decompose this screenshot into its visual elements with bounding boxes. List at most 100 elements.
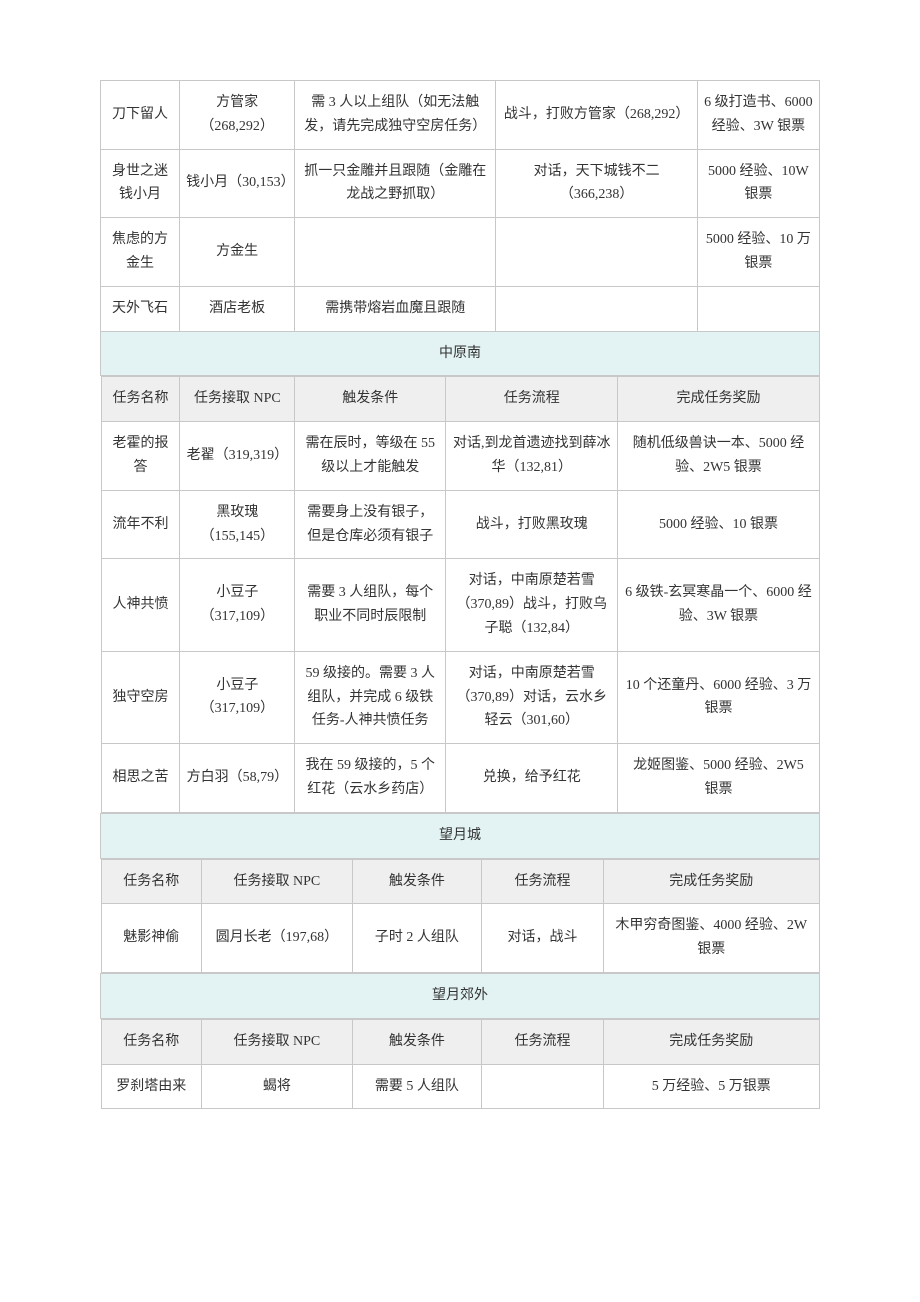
col-header-reward: 完成任务奖励 <box>618 377 819 422</box>
quest-reward-cell: 龙姬图鉴、5000 经验、2W5 银票 <box>618 744 819 813</box>
section-table: 任务名称任务接取 NPC触发条件任务流程完成任务奖励罗刹塔由来蝎将需要 5 人组… <box>101 1019 820 1110</box>
quest-name-cell: 独守空房 <box>101 651 180 743</box>
column-header-row: 任务名称任务接取 NPC触发条件任务流程完成任务奖励 <box>101 1019 819 1064</box>
quest-name-cell: 焦虑的方金生 <box>101 218 180 287</box>
quest-npc-cell: 小豆子（317,109） <box>180 559 295 651</box>
quest-trigger-cell: 需在辰时，等级在 55 级以上才能触发 <box>295 422 446 491</box>
quest-row: 刀下留人方管家（268,292）需 3 人以上组队（如无法触发，请先完成独守空房… <box>101 81 820 150</box>
column-header-row: 任务名称任务接取 NPC触发条件任务流程完成任务奖励 <box>101 859 819 904</box>
section-table: 任务名称任务接取 NPC触发条件任务流程完成任务奖励魅影神偷圆月长老（197,6… <box>101 859 820 973</box>
quest-npc-cell: 钱小月（30,153） <box>180 149 295 218</box>
quest-name-cell: 天外飞石 <box>101 286 180 331</box>
quest-reward-cell <box>697 286 819 331</box>
quest-reward-cell: 6 级铁-玄冥寒晶一个、6000 经验、3W 银票 <box>618 559 819 651</box>
quest-trigger-cell: 需要 5 人组队 <box>352 1064 481 1109</box>
quest-trigger-cell: 需要身上没有银子，但是仓库必须有银子 <box>295 490 446 559</box>
quest-npc-cell: 方白羽（58,79） <box>180 744 295 813</box>
quest-flow-cell <box>496 218 697 287</box>
quest-npc-cell: 圆月长老（197,68） <box>202 904 353 973</box>
quest-flow-cell: 对话，天下城钱不二（366,238） <box>496 149 697 218</box>
quest-name-cell: 身世之迷钱小月 <box>101 149 180 218</box>
quest-name-cell: 人神共愤 <box>101 559 180 651</box>
section-wrapper-cell: 任务名称任务接取 NPC触发条件任务流程完成任务奖励老霍的报答老翟（319,31… <box>101 376 820 813</box>
quest-flow-cell <box>482 1064 604 1109</box>
quest-flow-cell: 对话，中南原楚若雪（370,89）战斗，打败乌子聪（132,84） <box>446 559 618 651</box>
quest-npc-cell: 老翟（319,319） <box>180 422 295 491</box>
quest-flow-cell: 战斗，打败黑玫瑰 <box>446 490 618 559</box>
quest-reward-cell: 10 个还童丹、6000 经验、3 万银票 <box>618 651 819 743</box>
quest-reward-cell: 5000 经验、10W 银票 <box>697 149 819 218</box>
region-header-row: 望月郊外 <box>101 973 820 1018</box>
region-header-cell: 望月城 <box>101 813 820 858</box>
col-header-flow: 任务流程 <box>482 859 604 904</box>
region-header-cell: 中原南 <box>101 331 820 376</box>
quest-row: 流年不利黑玫瑰（155,145）需要身上没有银子，但是仓库必须有银子战斗，打败黑… <box>101 490 819 559</box>
quest-npc-cell: 小豆子（317,109） <box>180 651 295 743</box>
col-header-flow: 任务流程 <box>446 377 618 422</box>
col-header-reward: 完成任务奖励 <box>604 859 819 904</box>
quest-flow-cell: 对话,到龙首遗迹找到薛冰华（132,81） <box>446 422 618 491</box>
section-wrapper-cell: 任务名称任务接取 NPC触发条件任务流程完成任务奖励魅影神偷圆月长老（197,6… <box>101 858 820 973</box>
quest-reward-cell: 5 万经验、5 万银票 <box>604 1064 819 1109</box>
quest-name-cell: 魅影神偷 <box>101 904 202 973</box>
quest-name-cell: 刀下留人 <box>101 81 180 150</box>
section-table: 任务名称任务接取 NPC触发条件任务流程完成任务奖励老霍的报答老翟（319,31… <box>101 376 820 812</box>
col-header-npc: 任务接取 NPC <box>202 859 353 904</box>
quest-flow-cell <box>496 286 697 331</box>
col-header-npc: 任务接取 NPC <box>180 377 295 422</box>
quest-name-cell: 老霍的报答 <box>101 422 180 491</box>
col-header-trigger: 触发条件 <box>352 859 481 904</box>
section-wrapper-row: 任务名称任务接取 NPC触发条件任务流程完成任务奖励魅影神偷圆月长老（197,6… <box>101 858 820 973</box>
quest-reward-cell: 5000 经验、10 万银票 <box>697 218 819 287</box>
col-header-name: 任务名称 <box>101 1019 202 1064</box>
quest-npc-cell: 方管家（268,292） <box>180 81 295 150</box>
col-header-name: 任务名称 <box>101 377 180 422</box>
quest-npc-cell: 方金生 <box>180 218 295 287</box>
col-header-reward: 完成任务奖励 <box>604 1019 819 1064</box>
quest-npc-cell: 蝎将 <box>202 1064 353 1109</box>
quest-row: 焦虑的方金生方金生 5000 经验、10 万银票 <box>101 218 820 287</box>
col-header-npc: 任务接取 NPC <box>202 1019 353 1064</box>
quest-flow-cell: 对话，中南原楚若雪（370,89）对话，云水乡轻云（301,60） <box>446 651 618 743</box>
section-wrapper-row: 任务名称任务接取 NPC触发条件任务流程完成任务奖励罗刹塔由来蝎将需要 5 人组… <box>101 1018 820 1109</box>
quest-row: 人神共愤小豆子（317,109）需要 3 人组队，每个职业不同时辰限制对话，中南… <box>101 559 819 651</box>
quest-row: 魅影神偷圆月长老（197,68）子时 2 人组队对话，战斗木甲穷奇图鉴、4000… <box>101 904 819 973</box>
quest-row: 罗刹塔由来蝎将需要 5 人组队 5 万经验、5 万银票 <box>101 1064 819 1109</box>
quest-reward-cell: 木甲穷奇图鉴、4000 经验、2W 银票 <box>604 904 819 973</box>
quest-trigger-cell <box>295 218 496 287</box>
col-header-trigger: 触发条件 <box>352 1019 481 1064</box>
region-header-row: 望月城 <box>101 813 820 858</box>
quest-flow-cell: 战斗，打败方管家（268,292） <box>496 81 697 150</box>
section-wrapper-row: 任务名称任务接取 NPC触发条件任务流程完成任务奖励老霍的报答老翟（319,31… <box>101 376 820 813</box>
section-wrapper-cell: 任务名称任务接取 NPC触发条件任务流程完成任务奖励罗刹塔由来蝎将需要 5 人组… <box>101 1018 820 1109</box>
quest-trigger-cell: 我在 59 级接的，5 个红花（云水乡药店） <box>295 744 446 813</box>
quest-row: 独守空房小豆子（317,109）59 级接的。需要 3 人组队，并完成 6 级铁… <box>101 651 819 743</box>
quest-trigger-cell: 需 3 人以上组队（如无法触发，请先完成独守空房任务） <box>295 81 496 150</box>
quest-row: 天外飞石酒店老板需携带熔岩血魔且跟随 <box>101 286 820 331</box>
quest-npc-cell: 酒店老板 <box>180 286 295 331</box>
quest-name-cell: 流年不利 <box>101 490 180 559</box>
quest-npc-cell: 黑玫瑰（155,145） <box>180 490 295 559</box>
region-header-row: 中原南 <box>101 331 820 376</box>
quest-reward-cell: 5000 经验、10 银票 <box>618 490 819 559</box>
quest-trigger-cell: 59 级接的。需要 3 人组队，并完成 6 级铁任务-人神共愤任务 <box>295 651 446 743</box>
quest-reward-cell: 6 级打造书、6000 经验、3W 银票 <box>697 81 819 150</box>
quest-row: 老霍的报答老翟（319,319）需在辰时，等级在 55 级以上才能触发对话,到龙… <box>101 422 819 491</box>
quest-flow-cell: 兑换，给予红花 <box>446 744 618 813</box>
quest-trigger-cell: 抓一只金雕并且跟随（金雕在龙战之野抓取） <box>295 149 496 218</box>
col-header-flow: 任务流程 <box>482 1019 604 1064</box>
quest-row: 相思之苦方白羽（58,79）我在 59 级接的，5 个红花（云水乡药店）兑换，给… <box>101 744 819 813</box>
region-header-cell: 望月郊外 <box>101 973 820 1018</box>
quest-reward-cell: 随机低级兽诀一本、5000 经验、2W5 银票 <box>618 422 819 491</box>
quest-trigger-cell: 需携带熔岩血魔且跟随 <box>295 286 496 331</box>
col-header-name: 任务名称 <box>101 859 202 904</box>
col-header-trigger: 触发条件 <box>295 377 446 422</box>
quest-row: 身世之迷钱小月钱小月（30,153）抓一只金雕并且跟随（金雕在龙战之野抓取）对话… <box>101 149 820 218</box>
quest-name-cell: 罗刹塔由来 <box>101 1064 202 1109</box>
quest-name-cell: 相思之苦 <box>101 744 180 813</box>
quest-trigger-cell: 子时 2 人组队 <box>352 904 481 973</box>
quest-trigger-cell: 需要 3 人组队，每个职业不同时辰限制 <box>295 559 446 651</box>
column-header-row: 任务名称任务接取 NPC触发条件任务流程完成任务奖励 <box>101 377 819 422</box>
quest-flow-cell: 对话，战斗 <box>482 904 604 973</box>
quest-table: 刀下留人方管家（268,292）需 3 人以上组队（如无法触发，请先完成独守空房… <box>100 80 820 1109</box>
